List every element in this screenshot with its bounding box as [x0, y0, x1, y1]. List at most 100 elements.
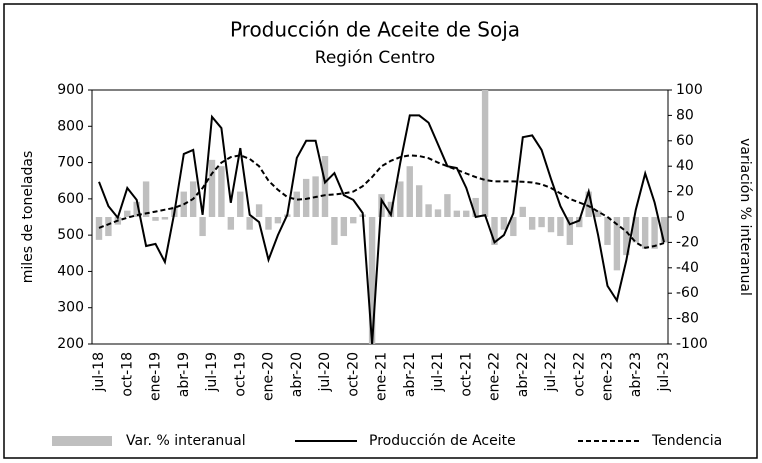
legend-label: Tendencia	[651, 433, 722, 449]
x-tick-label: abr-22	[515, 352, 531, 397]
bar	[208, 159, 216, 217]
bar	[406, 166, 413, 217]
y-tick-label: 200	[57, 336, 84, 352]
chart-subtitle: Región Centro	[315, 48, 435, 68]
bar	[463, 210, 470, 217]
y2-tick-label: 40	[676, 158, 694, 174]
bar	[340, 217, 348, 237]
x-tick-label: abr-23	[628, 352, 644, 397]
bar	[293, 191, 300, 217]
legend-label: Var. % interanual	[126, 433, 246, 449]
y2-tick-label: 0	[676, 209, 685, 225]
x-tick-label: jul-20	[317, 352, 333, 393]
bar	[350, 217, 357, 224]
y2-tick-label: 60	[676, 133, 694, 149]
bar	[500, 217, 508, 230]
bar	[265, 217, 272, 230]
bar	[557, 217, 564, 237]
x-tick-label: jul-18	[91, 352, 107, 393]
y-tick-label: 500	[57, 227, 84, 243]
bar	[660, 217, 668, 243]
bar	[576, 217, 583, 228]
bar	[124, 210, 131, 217]
bar	[472, 197, 479, 217]
bar	[528, 217, 536, 230]
bar	[415, 185, 423, 217]
y2-tick-label: 100	[676, 82, 703, 98]
y-tick-label: 300	[57, 300, 84, 316]
legend-swatch	[52, 436, 112, 446]
x-tick-label: ene-23	[600, 352, 616, 401]
x-tick-label: oct-22	[571, 352, 587, 397]
bar	[594, 210, 602, 217]
bar	[246, 217, 253, 230]
y2-tick-label: 20	[676, 184, 694, 200]
bar	[547, 217, 555, 233]
x-tick-label: ene-21	[374, 352, 390, 401]
bar	[237, 191, 244, 217]
bar	[218, 166, 225, 217]
y-tick-label: 700	[57, 155, 84, 171]
bar	[133, 201, 140, 217]
y-tick-label: 400	[57, 263, 84, 279]
bar	[95, 217, 103, 240]
bar	[255, 204, 263, 217]
bar	[566, 217, 574, 245]
bar	[161, 217, 169, 220]
y2-tick-label: -40	[676, 260, 699, 276]
bar	[105, 217, 112, 237]
bar	[142, 181, 150, 217]
x-tick-label: jul-23	[656, 352, 672, 393]
x-tick-label: oct-18	[119, 352, 135, 397]
y2-tick-label: -20	[676, 234, 699, 250]
x-tick-label: jul-19	[204, 352, 220, 393]
trend-line	[98, 154, 665, 249]
bar	[632, 217, 639, 243]
y2-tick-label: 80	[676, 107, 694, 123]
x-tick-label: oct-20	[345, 352, 361, 397]
bar	[491, 217, 498, 245]
bar	[623, 217, 630, 256]
bar	[434, 209, 442, 217]
bar	[227, 217, 235, 230]
y-tick-label: 800	[57, 118, 84, 134]
bar	[519, 206, 526, 217]
x-tick-label: jul-21	[430, 352, 446, 393]
bar	[585, 191, 592, 217]
bar	[481, 90, 489, 217]
bar	[613, 217, 621, 271]
bar	[397, 181, 404, 217]
bar	[538, 217, 545, 228]
x-tick-label: abr-21	[402, 352, 418, 397]
chart-title: Producción de Aceite de Soja	[230, 18, 520, 42]
x-tick-label: ene-22	[487, 352, 503, 401]
x-tick-label: abr-19	[176, 352, 192, 397]
bar	[641, 217, 649, 249]
bar	[651, 217, 658, 249]
bar	[453, 210, 461, 217]
legend-label: Producción de Aceite	[369, 433, 516, 449]
bar	[321, 156, 329, 217]
x-tick-label: oct-21	[458, 352, 474, 397]
bar	[152, 217, 159, 221]
y-axis-label: miles de toneladas	[20, 151, 36, 284]
x-tick-label: oct-19	[232, 352, 248, 397]
bar	[274, 217, 282, 224]
bar	[604, 217, 611, 245]
line	[98, 114, 665, 345]
bar	[425, 204, 432, 217]
x-tick-label: ene-19	[148, 352, 164, 401]
y-tick-label: 600	[57, 191, 84, 207]
x-tick-label: abr-20	[289, 352, 305, 397]
bar	[510, 217, 517, 237]
y2-axis-label: variación % interanual	[737, 138, 753, 296]
y2-tick-label: -60	[676, 285, 699, 301]
y-tick-label: 900	[57, 82, 84, 98]
x-tick-label: jul-22	[543, 352, 559, 393]
bar	[444, 194, 451, 217]
y2-tick-label: -100	[676, 336, 708, 352]
y2-tick-label: -80	[676, 311, 699, 327]
bar	[368, 217, 376, 344]
x-tick-label: ene-20	[261, 352, 277, 401]
